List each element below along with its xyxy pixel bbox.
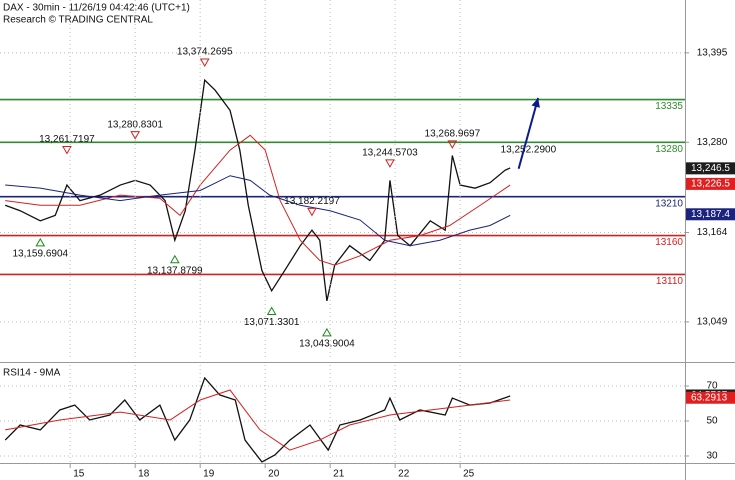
high-marker [62,146,72,155]
annotation-label: 13,182.2197 [284,196,340,207]
annotation-label: 13,374.2695 [177,47,233,58]
annotation-label: 13,261.7197 [39,134,95,145]
arrow-head [531,97,540,108]
x-tick-label: 18 [138,469,150,480]
annotation-label: 13,159.6904 [12,248,68,259]
price-tag-label: 13,246.5 [691,163,730,174]
price-tag [686,391,735,404]
y-tick-label: 30 [706,451,718,462]
series-line [5,175,511,247]
high-marker [199,58,210,67]
level-label: 13335 [655,101,683,112]
series-line [5,134,511,266]
low-marker [169,254,180,264]
x-tick-label: 20 [268,469,280,480]
chart-subtitle: Research © TRADING CENTRAL [3,15,153,26]
x-tick-label: 22 [398,469,410,480]
high-marker [307,207,317,217]
x-tick-label: 19 [203,469,215,480]
level-label: 13210 [655,198,683,209]
annotation-label: 13,268.9697 [425,129,481,140]
annotation-label: 13,252.2900 [501,144,557,155]
level-label: 13110 [656,276,684,287]
low-marker [266,306,277,316]
y-tick-label: 13,395 [697,48,728,59]
price-tag [686,162,735,175]
annotation-label: 13,137.8799 [147,265,203,276]
y-tick-label: 13,280 [697,137,728,148]
level-label: 13160 [655,237,683,248]
price-tag [686,177,735,190]
price-tag-label: 13,187.4 [691,209,730,220]
series-line [4,78,511,302]
x-tick-label: 25 [463,469,475,480]
annotation-label: 13,071.3301 [244,317,300,328]
chart-title: DAX - 30min - 11/26/19 04:42:46 (UTC+1) [3,3,190,14]
high-marker [130,131,141,140]
price-tag-label: 13,226.5 [691,179,730,190]
annotation-label: 13,043.9004 [299,339,355,350]
y-tick-label: 50 [706,416,718,427]
x-tick-label: 21 [333,469,345,480]
low-marker [322,327,332,337]
series-line [5,389,511,451]
y-tick-label: 13,164 [697,227,728,238]
price-tag [686,208,735,221]
panel-title: RSI14 - 9MA [3,368,61,379]
annotation-label: 13,244.5703 [362,147,418,158]
y-tick-label: 70 [706,381,718,392]
high-marker [447,140,458,149]
level-label: 13280 [655,144,683,155]
y-tick-label: 13,049 [697,317,728,328]
price-tag-label: 63.2913 [691,392,728,403]
high-marker [385,159,395,168]
low-marker [35,237,46,247]
x-tick-label: 15 [73,469,85,480]
forecast-arrow [517,97,540,169]
